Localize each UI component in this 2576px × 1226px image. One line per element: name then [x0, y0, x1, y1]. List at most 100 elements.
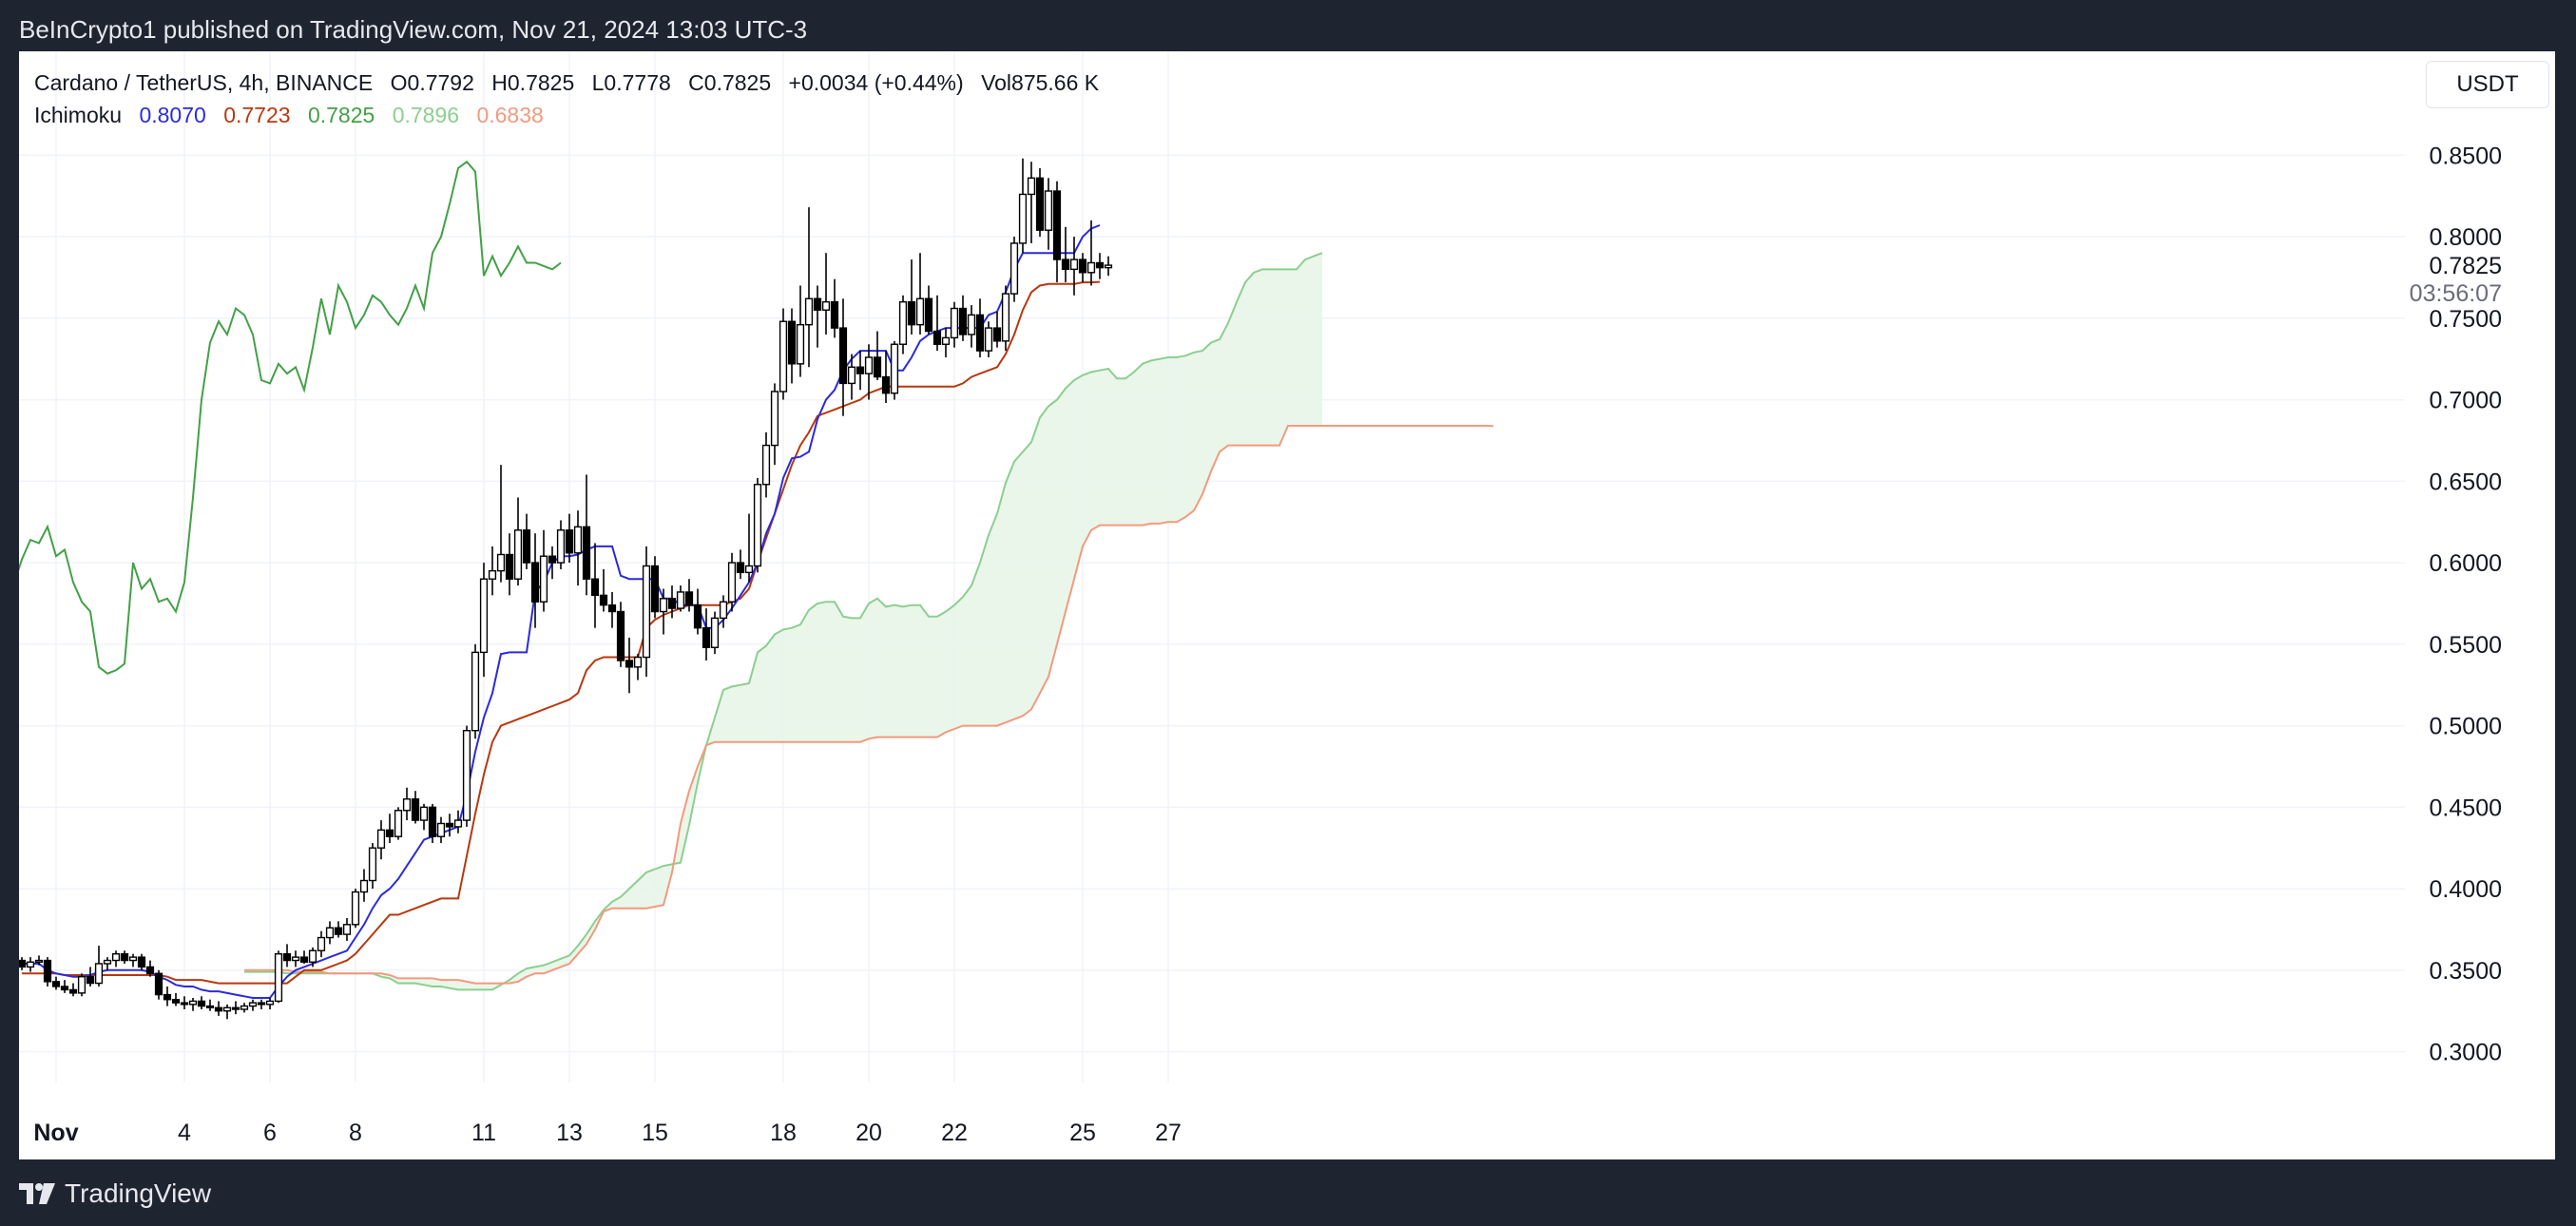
- candle-body: [1052, 190, 1062, 260]
- candle-body: [248, 1002, 258, 1007]
- candle-body: [197, 1000, 206, 1007]
- leading-span-a-line: [244, 252, 1323, 991]
- candle-body: [111, 952, 121, 962]
- candle-body: [770, 391, 779, 447]
- price-tick-label: 0.5500: [2430, 632, 2502, 659]
- footer-bar: TradingView: [0, 1159, 2576, 1226]
- volume-value: Vol875.66 K: [981, 70, 1100, 95]
- candle-body: [43, 959, 52, 983]
- candle-body: [539, 555, 548, 603]
- candle-body: [967, 314, 976, 335]
- candle-body: [941, 336, 951, 345]
- symbol-name[interactable]: Cardano / TetherUS, 4h, BINANCE: [34, 70, 374, 95]
- leading-b-value: 0.6838: [476, 103, 544, 127]
- high-value: H0.7825: [491, 70, 575, 95]
- candle-body: [1027, 177, 1036, 196]
- candle-body: [34, 959, 44, 963]
- candle-body: [77, 976, 87, 994]
- candle-body: [710, 617, 720, 648]
- candle-body: [479, 578, 489, 654]
- candle-body: [265, 1000, 275, 1006]
- candle-body: [898, 300, 908, 345]
- candle-body: [625, 660, 634, 668]
- bar-countdown-label: 03:56:07: [2410, 280, 2502, 307]
- tradingview-brand: TradingView: [65, 1178, 212, 1208]
- candle-body: [471, 651, 480, 732]
- lagging-span-line: [19, 160, 562, 675]
- tradingview-logo[interactable]: TradingView: [19, 1178, 211, 1209]
- time-tick-label: 6: [263, 1120, 277, 1146]
- candle-body: [317, 936, 326, 951]
- candle-body: [334, 927, 343, 935]
- chart-legend: Cardano / TetherUS, 4h, BINANCE O0.7792 …: [34, 67, 1110, 131]
- candle-body: [522, 529, 531, 564]
- candle-body: [830, 300, 839, 329]
- published-text: BeInCrypto1 published on TradingView.com…: [19, 15, 808, 44]
- candle-body: [693, 603, 702, 629]
- candle-body: [86, 976, 95, 985]
- candle-body: [847, 366, 856, 385]
- price-tick-label: 0.3000: [2430, 1040, 2502, 1066]
- candle-body: [1104, 264, 1113, 269]
- candle-body: [274, 952, 283, 1003]
- candle-body: [702, 626, 711, 648]
- time-tick-label: 13: [556, 1120, 583, 1146]
- candle-body: [1035, 177, 1045, 231]
- time-tick-label: 25: [1069, 1120, 1096, 1146]
- candle-body: [1061, 259, 1070, 271]
- candle-body: [984, 327, 993, 352]
- candle-body: [556, 529, 566, 564]
- candle-body: [642, 565, 651, 659]
- chart-panel[interactable]: 0.8500 0.8000 0.7500 0.7000 0.6500 0.6000 0.55…: [19, 51, 2555, 1159]
- candle-body: [257, 1002, 266, 1006]
- candle-body: [291, 956, 300, 962]
- candle-body: [727, 562, 737, 603]
- price-chart[interactable]: 0.8500 0.8000 0.7500 0.7000 0.6500 0.6000 0.55…: [19, 51, 2555, 1159]
- candle-body: [513, 529, 523, 580]
- candle-body: [684, 591, 694, 606]
- tradingview-logo-icon: [19, 1183, 55, 1204]
- candle-body: [1095, 261, 1105, 269]
- last-price-label: 0.7825: [2430, 253, 2502, 279]
- candle-body: [1044, 190, 1053, 231]
- candle-body: [462, 730, 471, 821]
- candle-body: [821, 300, 831, 311]
- candle-body: [907, 300, 916, 326]
- candle-body: [428, 806, 437, 837]
- candle-body: [530, 562, 540, 603]
- candle-body: [419, 806, 429, 821]
- time-tick-label: 11: [471, 1120, 496, 1146]
- time-tick-label: 20: [855, 1120, 882, 1146]
- candle-body: [171, 999, 181, 1004]
- price-tick-label: 0.3500: [2430, 958, 2502, 985]
- candle-body: [1018, 193, 1028, 244]
- candle-body: [154, 972, 163, 996]
- leading-span-b-line: [244, 425, 1494, 985]
- candle-body: [496, 553, 506, 572]
- candle-body: [68, 988, 78, 994]
- price-tick-label: 0.7000: [2430, 388, 2502, 414]
- candle-body: [436, 822, 446, 837]
- candle-body: [582, 526, 591, 580]
- currency-button[interactable]: USDT: [2426, 61, 2549, 108]
- candle-body: [205, 1005, 215, 1008]
- time-tick-label: 27: [1155, 1120, 1182, 1146]
- candle-body: [855, 366, 865, 374]
- time-tick-label: 15: [642, 1120, 668, 1146]
- candle-body: [51, 981, 61, 987]
- candle-body: [342, 924, 352, 935]
- candle-body: [180, 1002, 189, 1006]
- candle-body: [915, 297, 925, 326]
- candle-body: [1001, 293, 1010, 342]
- candle-body: [950, 307, 959, 339]
- candle-body: [565, 529, 574, 554]
- candle-body: [222, 1006, 232, 1012]
- candle-body: [1069, 259, 1079, 271]
- price-tick-label: 0.6000: [2430, 550, 2502, 577]
- lagging-value: 0.7825: [307, 103, 375, 127]
- candle-body: [137, 956, 146, 968]
- candle-body: [103, 959, 112, 965]
- candle-body: [753, 484, 762, 567]
- indicator-name[interactable]: Ichimoku: [34, 103, 123, 127]
- candle-body: [590, 578, 600, 597]
